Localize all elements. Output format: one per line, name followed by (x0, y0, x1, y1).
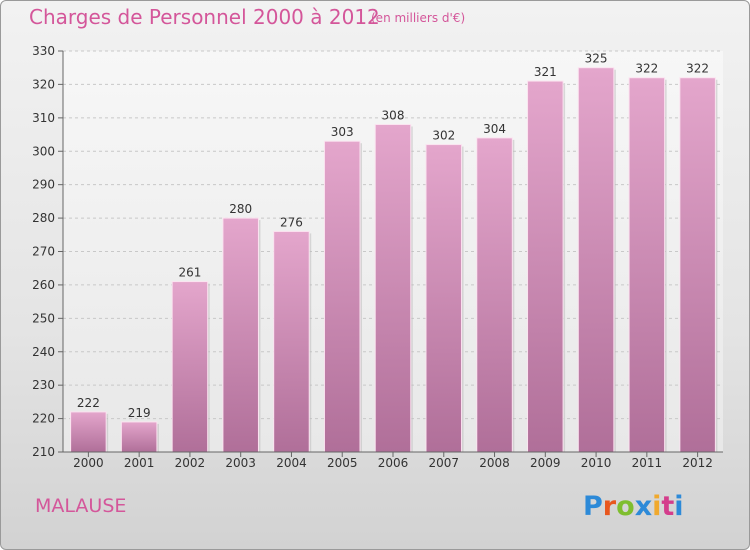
y-tick-label: 290 (32, 178, 55, 192)
data-label: 325 (585, 52, 608, 66)
y-tick-label: 260 (32, 278, 55, 292)
data-label: 321 (534, 65, 557, 79)
data-label: 219 (128, 406, 151, 420)
value-labels: 222 219 261 280 276 303 308 302 304 321 325 322 322 (77, 52, 709, 420)
bar (273, 230, 310, 453)
data-label: 302 (432, 129, 455, 143)
data-label: 308 (382, 109, 405, 123)
axes: 210 220 230 240 250 260 270 280 290 300 310 320 330 2… (32, 44, 723, 470)
y-tick-label: 320 (32, 77, 55, 91)
x-tick-label: 2001 (124, 456, 155, 470)
x-tick-label: 2003 (225, 456, 256, 470)
bar (577, 67, 615, 453)
x-tick-label: 2011 (632, 456, 663, 470)
data-label: 322 (686, 62, 709, 76)
data-label: 303 (331, 125, 354, 139)
x-tick-label: 2007 (428, 456, 459, 470)
chart-subtitle: (en milliers d'€) (371, 11, 466, 25)
x-tick-label: 2002 (175, 456, 206, 470)
x-tick-label: 2005 (327, 456, 358, 470)
bar (527, 80, 564, 453)
logo-letter: i (674, 491, 684, 522)
y-tick-label: 310 (32, 111, 55, 125)
data-label: 261 (178, 266, 201, 280)
bar (679, 77, 716, 453)
bar (171, 281, 209, 453)
y-tick-label: 220 (32, 412, 55, 426)
x-tick-label: 2006 (378, 456, 409, 470)
bar (222, 217, 259, 453)
bar (476, 137, 513, 453)
logo-letter: t (661, 491, 675, 522)
bar (628, 77, 666, 453)
data-label: 304 (483, 122, 506, 136)
logo-letter: o (616, 491, 635, 522)
commune-name: MALAUSE (35, 495, 127, 517)
y-tick-label: 330 (32, 44, 55, 58)
data-label: 280 (229, 202, 252, 216)
chart-title: Charges de Personnel 2000 à 2012 (29, 5, 380, 29)
x-tick-label: 2010 (581, 456, 612, 470)
data-label: 222 (77, 396, 100, 410)
y-tick-label: 210 (32, 445, 55, 459)
y-tick-label: 250 (32, 311, 55, 325)
logo-letter: i (652, 491, 662, 522)
bar (323, 140, 361, 453)
y-tick-label: 270 (32, 245, 55, 259)
logo-letter: x (634, 491, 653, 522)
data-label: 322 (635, 62, 658, 76)
x-tick-label: 2004 (276, 456, 307, 470)
x-tick-label: 2009 (530, 456, 561, 470)
logo-letter: P (583, 491, 603, 522)
bar (425, 144, 463, 453)
data-label: 276 (280, 215, 303, 229)
bars (70, 67, 718, 453)
bar (120, 421, 158, 453)
bar (374, 124, 412, 453)
logo-letter: r (602, 491, 617, 522)
y-tick-label: 240 (32, 345, 55, 359)
x-tick-label: 2008 (479, 456, 510, 470)
x-tick-label: 2000 (73, 456, 104, 470)
y-tick-label: 280 (32, 211, 55, 225)
x-tick-label: 2012 (682, 456, 713, 470)
proxiti-logo: Proxiti (583, 491, 684, 522)
y-tick-label: 230 (32, 378, 55, 392)
y-tick-label: 300 (32, 144, 55, 158)
bar (70, 411, 107, 453)
